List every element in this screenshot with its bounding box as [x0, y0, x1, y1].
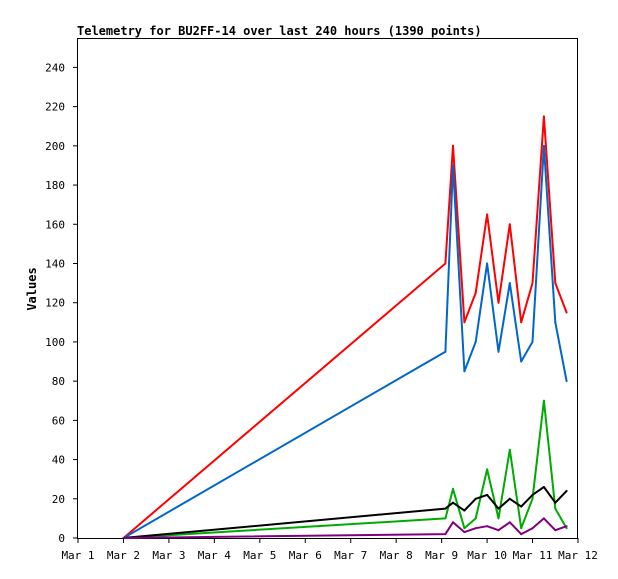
data-point	[452, 144, 454, 147]
data-point	[444, 262, 447, 265]
data-point	[542, 399, 545, 402]
x-tick-label: Mar 10	[467, 549, 507, 562]
data-point	[542, 486, 545, 488]
y-tick-label: 180	[45, 179, 65, 192]
series-line-1	[122, 115, 568, 539]
x-tick-label: Mar 12	[558, 549, 598, 562]
y-tick-label: 120	[45, 297, 65, 310]
data-point	[554, 529, 557, 532]
data-point	[508, 497, 511, 500]
data-point	[508, 521, 511, 524]
data-point	[463, 321, 466, 324]
data-point	[444, 507, 447, 510]
data-point	[486, 262, 489, 265]
x-tick-label: Mar 3	[152, 549, 185, 562]
y-tick-label: 20	[52, 493, 65, 506]
y-tick-label: 240	[45, 61, 65, 74]
data-point	[497, 301, 500, 304]
data-point	[444, 350, 447, 353]
x-tick-label: Mar 11	[513, 549, 553, 562]
y-tick-label: 80	[52, 375, 65, 388]
x-tick-label: Mar 5	[243, 549, 276, 562]
series-line-5	[123, 517, 567, 539]
axis-layer: Mar 1 Mar 2 Mar 3 Mar 4 Mar 5 Mar 6 Mar 7 Mar 8…	[45, 61, 598, 562]
data-point	[565, 311, 568, 314]
y-tick-label: 0	[58, 532, 65, 545]
data-point	[554, 321, 557, 324]
y-tick-label: 60	[52, 414, 65, 427]
data-point	[531, 527, 534, 530]
data-point	[554, 501, 557, 504]
data-point	[497, 350, 500, 353]
data-point	[486, 493, 489, 496]
data-point	[508, 223, 511, 226]
data-point	[531, 282, 534, 285]
data-point	[452, 488, 454, 490]
data-point	[565, 525, 568, 528]
data-point	[474, 291, 477, 294]
data-point	[474, 517, 477, 520]
series-line-2	[122, 144, 568, 539]
data-point	[452, 501, 454, 504]
data-point	[508, 448, 511, 451]
data-point	[474, 340, 477, 343]
y-axis-label: Values	[25, 267, 39, 310]
data-point	[452, 521, 454, 524]
data-point	[520, 533, 523, 536]
data-point	[474, 497, 477, 500]
x-tick-label: Mar 1	[61, 549, 94, 562]
x-tick-label: Mar 2	[107, 549, 140, 562]
data-point	[463, 509, 466, 512]
x-tick-label: Mar 7	[334, 549, 367, 562]
data-point	[444, 517, 447, 520]
y-tick-label: 160	[45, 218, 65, 231]
y-tick-label: 40	[52, 454, 65, 467]
data-point	[542, 144, 545, 147]
data-point	[497, 507, 500, 510]
y-tick-label: 140	[45, 257, 65, 270]
data-point	[531, 340, 534, 343]
data-point	[542, 115, 545, 118]
data-point	[531, 493, 534, 496]
x-tick-label: Mar 9	[425, 549, 458, 562]
data-point	[463, 531, 466, 534]
data-point	[508, 282, 511, 285]
data-point	[463, 527, 466, 530]
plot-frame	[77, 38, 578, 539]
data-point	[554, 282, 557, 285]
data-point	[497, 517, 500, 520]
data-point	[520, 360, 523, 363]
y-tick-label: 200	[45, 140, 65, 153]
y-tick-label: 100	[45, 336, 65, 349]
data-point	[542, 517, 545, 520]
data-point	[486, 213, 489, 216]
data-point	[565, 489, 568, 492]
chart-title: Telemetry for BU2FF-14 over last 240 hou…	[77, 24, 482, 38]
data-point	[565, 380, 568, 383]
data-point	[520, 321, 523, 324]
x-tick-label: Mar 8	[380, 549, 413, 562]
data-point	[486, 468, 489, 471]
data-point	[452, 164, 454, 167]
data-point	[565, 527, 568, 530]
x-tick-label: Mar 4	[198, 549, 231, 562]
data-point	[444, 533, 447, 536]
data-point	[531, 497, 534, 500]
data-point	[554, 507, 557, 510]
data-point	[520, 505, 523, 508]
data-point	[497, 529, 500, 532]
data-point	[474, 527, 477, 530]
data-point	[463, 370, 466, 373]
series-layer	[122, 115, 568, 539]
x-tick-label: Mar 6	[289, 549, 322, 562]
y-tick-label: 220	[45, 101, 65, 114]
data-point	[520, 527, 523, 530]
data-point	[486, 525, 489, 528]
